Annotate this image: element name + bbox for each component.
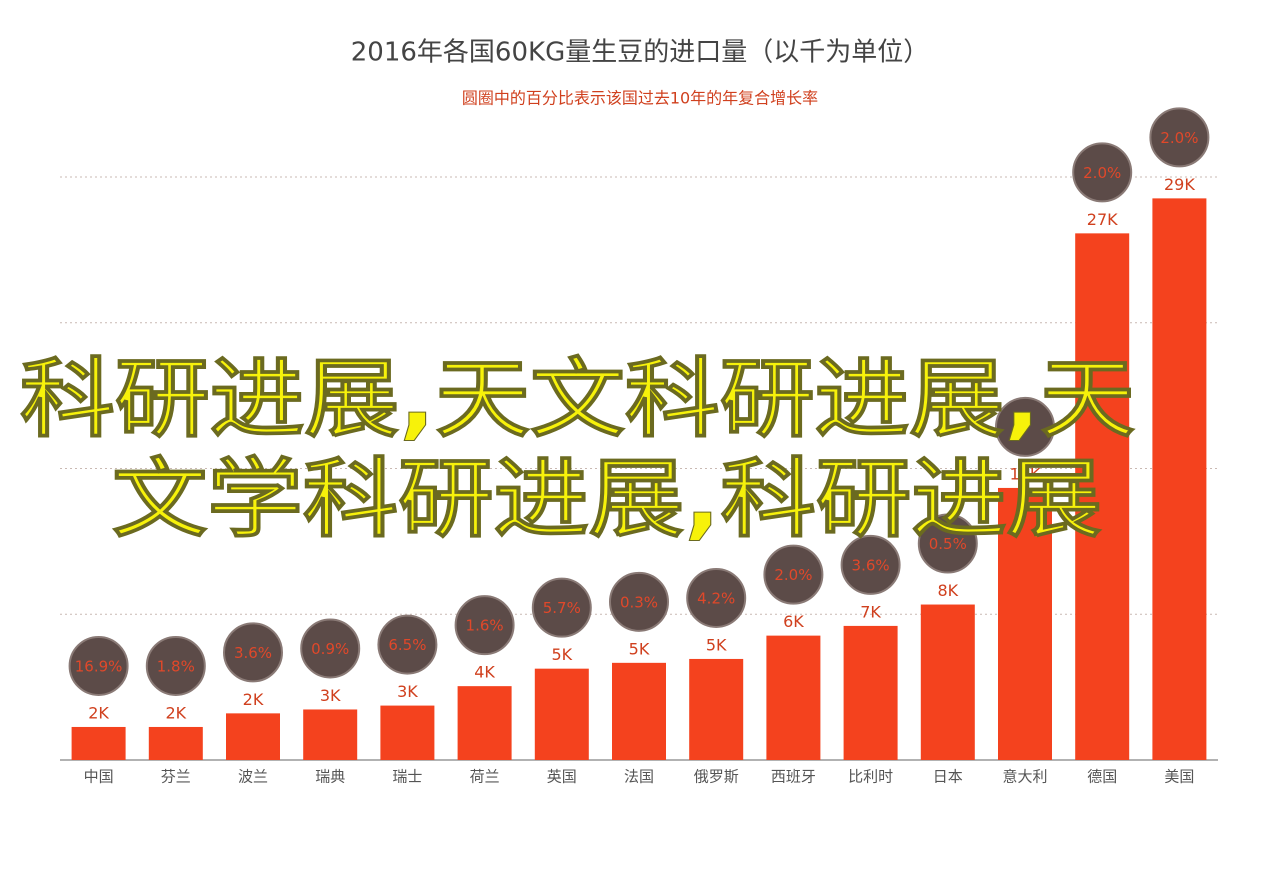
growth-circle [531, 577, 592, 638]
x-tick-label: 美国 [1164, 768, 1194, 786]
bar [226, 713, 280, 760]
value-label: 27K [1087, 210, 1118, 229]
value-label: 2K [243, 690, 264, 709]
growth-label: 3.6% [234, 644, 272, 662]
growth-circle [686, 567, 747, 628]
bar [303, 709, 358, 760]
x-tick-label: 荷兰 [470, 768, 500, 786]
growth-circle [68, 635, 129, 696]
growth-circle [300, 618, 361, 679]
value-label: 5K [706, 635, 727, 654]
growth-label: 0.9% [311, 640, 349, 658]
bar [1075, 233, 1130, 760]
growth-label: 2.0% [1083, 164, 1121, 182]
growth-label: 2.0% [1160, 129, 1198, 147]
growth-circle [1149, 107, 1210, 168]
growth-circle [145, 635, 206, 696]
bar [689, 658, 744, 760]
x-tick-label: 西班牙 [771, 768, 816, 786]
growth-circle [763, 544, 824, 605]
growth-circle [609, 571, 669, 632]
overlay-text: 文学科研进展,科研进展 [112, 449, 1102, 549]
value-label: 2K [88, 703, 109, 722]
growth-circle [454, 595, 515, 656]
bar [612, 662, 666, 760]
bar [380, 705, 435, 760]
value-label: 5K [551, 645, 572, 664]
growth-label: 1.6% [466, 617, 504, 635]
x-tick-label: 波兰 [238, 768, 268, 786]
bar [766, 635, 821, 760]
value-label: 3K [320, 686, 341, 705]
x-tick-label: 法国 [624, 768, 654, 786]
growth-label: 16.9% [75, 657, 123, 675]
growth-circle [840, 534, 901, 595]
chart-title: 2016年各国60KG量生豆的进口量（以千为单位） [351, 38, 929, 68]
value-label: 29K [1164, 175, 1195, 194]
growth-circle [917, 513, 978, 574]
value-label: 6K [783, 612, 804, 631]
bar [534, 668, 589, 760]
x-tick-label: 中国 [84, 768, 114, 786]
bar [71, 726, 126, 760]
x-tick-label: 意大利 [1002, 768, 1047, 786]
x-tick-label: 瑞典 [315, 768, 345, 786]
x-tick-label: 俄罗斯 [694, 768, 739, 786]
value-label: 3K [397, 682, 418, 701]
growth-label: 0.5% [929, 535, 967, 553]
bar [920, 604, 975, 760]
bar [843, 625, 898, 760]
value-label: 5K [629, 639, 650, 658]
value-label: 4K [474, 663, 495, 682]
x-tick-label: 比利时 [848, 768, 893, 786]
x-tick-label: 瑞士 [392, 768, 422, 786]
bar [998, 487, 1052, 760]
x-tick-label: 芬兰 [161, 768, 191, 786]
growth-circle [223, 622, 283, 683]
growth-circle [1072, 142, 1133, 203]
growth-label: 2.0% [774, 566, 812, 584]
growth-label: 1.8% [157, 657, 195, 675]
growth-circle [995, 396, 1055, 457]
overlay-text: 科研进展,天文科研进展,天 [20, 349, 1135, 449]
value-label: 7K [860, 602, 881, 621]
value-label: 14K [1010, 464, 1041, 483]
growth-label: 3.6% [852, 556, 890, 574]
bar [148, 726, 203, 760]
x-tick-label: 德国 [1087, 768, 1117, 786]
growth-label: 6.5% [388, 636, 426, 654]
chart-subtitle: 圆圈中的百分比表示该国过去10年的年复合增长率 [462, 89, 818, 108]
growth-label: 5.7% [543, 599, 581, 617]
bar [1152, 198, 1207, 761]
growth-label: 0.3% [620, 593, 658, 611]
bar [457, 686, 512, 760]
value-label: 8K [937, 581, 958, 600]
growth-circle [377, 614, 438, 675]
value-label: 2K [165, 703, 186, 722]
growth-label: 4.2% [697, 589, 735, 607]
x-tick-label: 日本 [933, 768, 963, 786]
x-tick-label: 英国 [547, 768, 577, 786]
